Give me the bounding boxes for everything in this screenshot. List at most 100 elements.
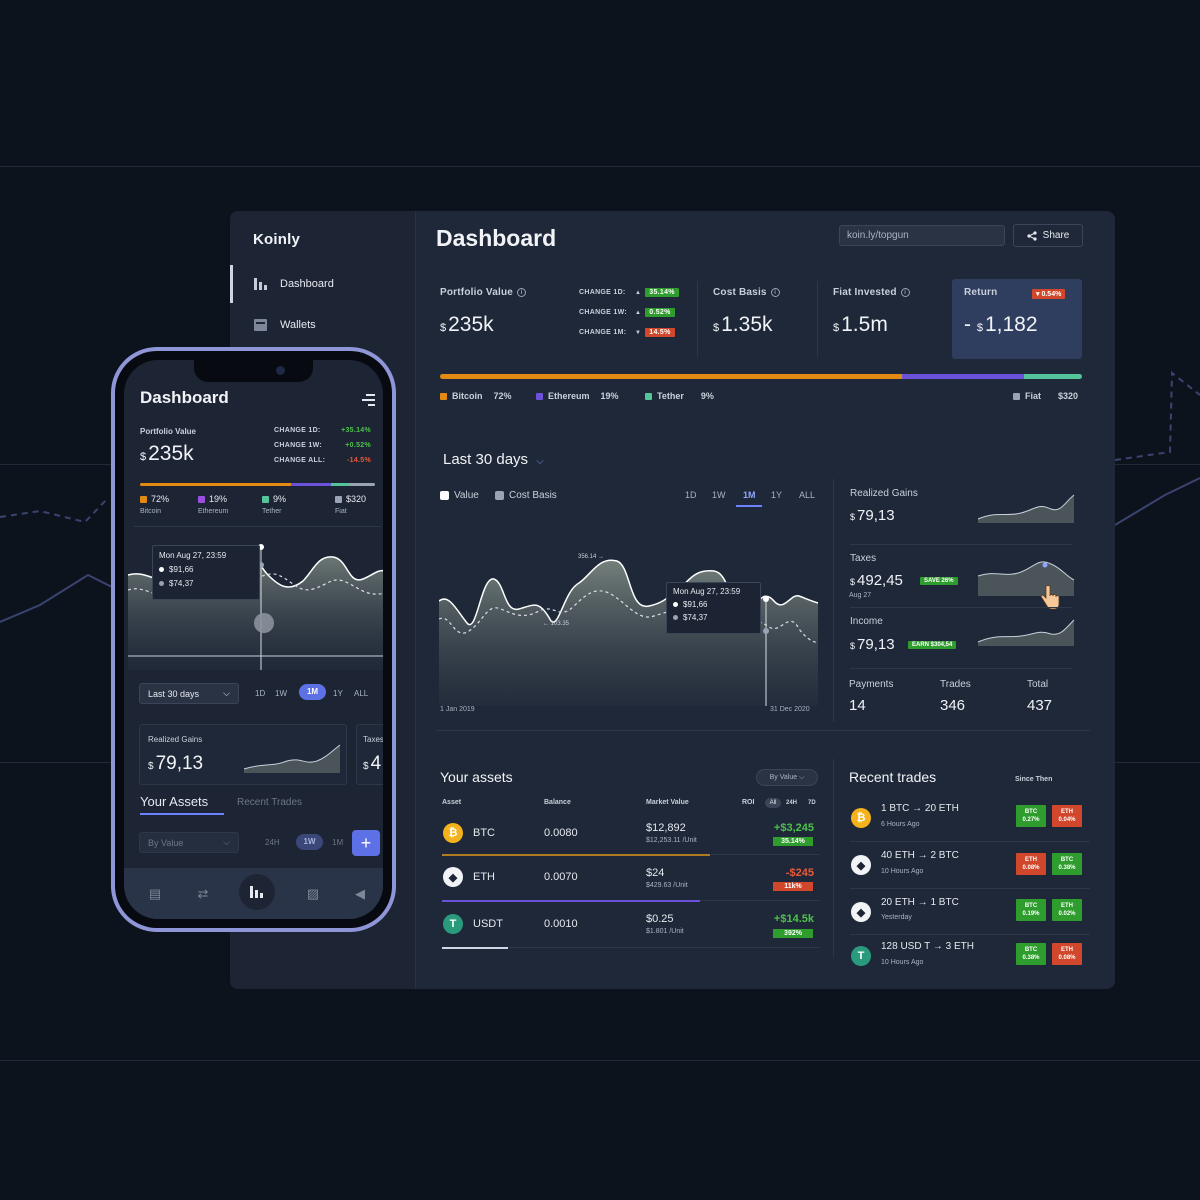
- phone-assets-sort-select[interactable]: By Value ⌵: [139, 832, 239, 853]
- fiat-invested-value: $1.5m: [833, 313, 888, 337]
- menu-icon[interactable]: [362, 394, 375, 409]
- tab-your-assets[interactable]: Your Assets: [140, 794, 209, 809]
- sort-label: By Value: [769, 774, 798, 781]
- asset-market-value: $12,892: [646, 822, 686, 834]
- phone-allocation-bar: [140, 483, 375, 486]
- phone-legend-ethereum: 19%: [198, 494, 227, 504]
- phone-change-1d: CHANGE 1D: +35.14%: [274, 427, 371, 434]
- sidebar-item-dashboard[interactable]: Dashboard: [230, 265, 416, 303]
- triangle-up-icon: ▲: [635, 289, 642, 296]
- phone-range-1m[interactable]: 1M: [299, 684, 326, 700]
- wallet-nav-icon[interactable]: ▤: [148, 886, 162, 901]
- realized-sparkline: [977, 494, 1075, 523]
- trade-badge: BTC 0.38%: [1052, 853, 1082, 875]
- row-divider: [850, 888, 1090, 889]
- megaphone-nav-icon[interactable]: ◀: [355, 886, 365, 901]
- toggle-cost-basis[interactable]: Cost Basis: [495, 490, 557, 501]
- asset-symbol: ETH: [473, 871, 495, 883]
- background-divider: [0, 1060, 1200, 1061]
- allocation-segment-tether: [330, 483, 350, 486]
- row-divider: [442, 900, 700, 902]
- value: 79,13: [857, 636, 895, 653]
- badge-name: ETH: [1061, 903, 1073, 909]
- share-url-field[interactable]: koin.ly/topgun: [839, 225, 1005, 246]
- value-line: [439, 559, 819, 626]
- tooltip-date: Mon Aug 27, 23:59: [159, 551, 227, 560]
- currency: $: [833, 322, 840, 334]
- phone-range-1y[interactable]: 1Y: [333, 689, 343, 698]
- recent-trades-title: Recent trades: [849, 769, 937, 785]
- toggle-value[interactable]: Value: [440, 490, 479, 501]
- info-icon[interactable]: i: [517, 288, 527, 297]
- bar-chart-icon: [250, 886, 263, 898]
- info-icon[interactable]: i: [900, 288, 910, 297]
- tooltip-date: Mon Aug 27, 23:59: [673, 587, 741, 596]
- roi-range-24h[interactable]: 24H: [786, 800, 798, 806]
- income-sparkline: [977, 619, 1075, 646]
- trade-time: 6 Hours Ago: [881, 821, 920, 828]
- phone-asset-range-1m[interactable]: 1M: [332, 838, 344, 847]
- range-all[interactable]: ALL: [799, 490, 816, 500]
- phone-asset-range-24h[interactable]: 24H: [265, 838, 280, 847]
- row-divider: [850, 934, 1090, 935]
- legend-pct: 72%: [151, 494, 170, 504]
- change-label: CHANGE 1D:: [274, 427, 321, 434]
- info-icon[interactable]: i: [770, 288, 780, 297]
- asset-roi: +$3,245: [773, 822, 814, 834]
- chart-tooltip: Mon Aug 27, 23:59 $91,66 $74,37: [666, 582, 761, 634]
- sidebar-item-label: Wallets: [280, 319, 316, 331]
- chart-nav-icon[interactable]: ▨: [306, 886, 320, 901]
- row-divider: [442, 947, 508, 949]
- phone-period-select[interactable]: Last 30 days ⌵: [139, 683, 239, 704]
- badge-pct: 0.08%: [1022, 865, 1040, 871]
- phone-range-all[interactable]: ALL: [354, 689, 369, 698]
- trade-badge: BTC 0.38%: [1016, 943, 1046, 965]
- phone-range-1d[interactable]: 1D: [255, 689, 266, 698]
- return-value: - $1,182: [964, 313, 1038, 337]
- legend-ethereum: Ethereum 19%: [536, 391, 619, 401]
- chevron-down-icon: ⌵: [223, 837, 230, 847]
- add-button[interactable]: +: [352, 830, 380, 856]
- portfolio-chart[interactable]: [439, 531, 819, 706]
- roi-range-7d[interactable]: 7D: [808, 800, 816, 806]
- card-sparkline: [243, 744, 341, 773]
- share-button[interactable]: Share: [1013, 224, 1083, 247]
- period-selector[interactable]: Last 30 days ⌵: [443, 451, 544, 468]
- asset-symbol: BTC: [473, 827, 495, 839]
- assets-sort-select[interactable]: By Value ⌵: [756, 769, 818, 786]
- phone-mockup: Dashboard Portfolio Value $235k CHANGE 1…: [111, 347, 396, 932]
- chevron-down-icon: ⌵: [536, 456, 544, 467]
- th-market-value: Market Value: [646, 799, 689, 806]
- divider: [850, 607, 1072, 608]
- row-divider: [850, 841, 1090, 842]
- ethereum-icon: ◆: [851, 855, 871, 875]
- asset-market-value: $0.25: [646, 913, 674, 925]
- active-tab-indicator: [140, 813, 224, 815]
- legend-label: Value: [454, 490, 479, 501]
- checkbox[interactable]: [495, 491, 504, 500]
- phone-range-1w[interactable]: 1W: [275, 689, 287, 698]
- trade-title: 128 USD T → 3 ETH: [881, 941, 974, 952]
- range-1w[interactable]: 1W: [712, 490, 726, 500]
- transfer-nav-icon[interactable]: ⇄: [197, 886, 209, 901]
- range-1m[interactable]: 1M: [743, 490, 756, 500]
- sidebar-item-label: Dashboard: [280, 278, 334, 290]
- tether-icon: T: [443, 914, 463, 934]
- currency: $: [850, 512, 856, 522]
- checkbox[interactable]: [440, 491, 449, 500]
- phone-asset-range-1w[interactable]: 1W: [296, 834, 323, 850]
- tab-recent-trades[interactable]: Recent Trades: [237, 797, 303, 808]
- roi-range-all[interactable]: All: [765, 798, 781, 808]
- range-1d[interactable]: 1D: [685, 490, 697, 500]
- value: 1.5m: [841, 313, 888, 336]
- badge-pct: 0.02%: [1058, 911, 1076, 917]
- phone-realized-card[interactable]: Realized Gains $79,13: [139, 724, 347, 785]
- dashboard-nav-button[interactable]: [239, 874, 275, 910]
- period-label: Last 30 days: [443, 451, 529, 468]
- phone-taxes-card[interactable]: Taxes $4: [356, 724, 383, 785]
- cost-basis-line: [439, 590, 819, 644]
- allocation-segment-ethereum: [902, 374, 1025, 379]
- divider: [850, 544, 1072, 545]
- range-1y[interactable]: 1Y: [771, 490, 783, 500]
- sidebar-item-wallets[interactable]: Wallets: [230, 306, 416, 344]
